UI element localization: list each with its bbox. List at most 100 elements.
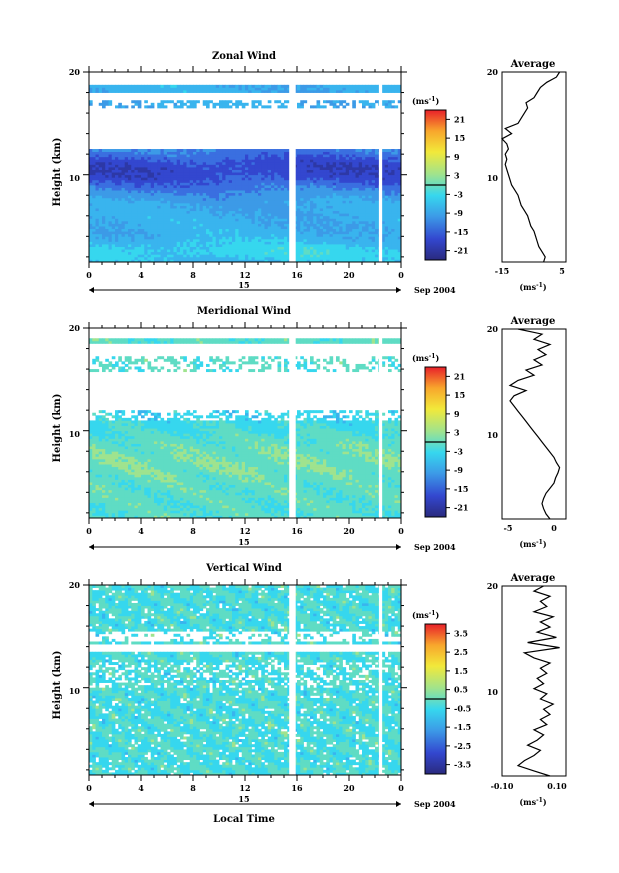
heatmap-cell [371,84,376,88]
heatmap-cell [368,254,373,258]
heatmap-cell [326,192,330,196]
heatmap-cell [323,246,327,250]
heatmap-cell [131,218,135,222]
heatmap-cell [124,251,129,255]
heatmap-cell [180,238,184,242]
heatmap-cell [141,226,145,230]
heatmap-cell [319,167,324,170]
heatmap-cell [189,238,194,242]
heatmap-cell [167,231,171,235]
heatmap-cell [137,208,142,212]
heatmap-cell [196,184,200,188]
heatmap-cell [186,215,191,219]
heatmap-cell [326,223,330,227]
heatmap-cell [170,161,174,165]
heatmap-cell [362,254,366,258]
heatmap-cell [241,241,246,245]
heatmap-cell [284,190,288,194]
heatmap-cell [128,251,132,255]
heatmap-cell [92,361,96,365]
heatmap-cell [300,89,304,93]
heatmap-cell [248,172,252,176]
heatmap-cell [173,202,178,206]
heatmap-cell [345,254,350,258]
heatmap-cell [154,184,158,188]
heatmap-cell [332,187,337,191]
heatmap-cell [196,192,200,196]
heatmap-cell [118,190,122,194]
heatmap-cell [323,231,327,235]
heatmap-cell [118,89,122,93]
heatmap-cell [397,167,402,170]
heatmap-cell [206,195,210,199]
heatmap-cell [173,190,178,194]
heatmap-cell [339,154,343,158]
heatmap-cell [209,151,213,155]
heatmap-cell [131,161,135,165]
heatmap-cell [209,184,213,188]
heatmap-cell [134,251,139,255]
heatmap-cell [310,218,314,222]
heatmap-cell [248,231,252,235]
heatmap-cell [102,164,106,168]
heatmap-cell [336,228,340,232]
heatmap-cell [245,218,249,222]
heatmap-cell [212,156,217,160]
heatmap-cell [365,102,369,106]
heatmap-cell [375,87,379,91]
heatmap-cell [232,149,236,152]
heatmap-cell [235,197,239,201]
heatmap-cell [228,226,233,230]
heatmap-cell [118,167,122,170]
heatmap-cell [381,220,386,224]
heatmap-cell [154,190,158,194]
heatmap-cell [300,159,304,163]
heatmap-cell [209,167,213,170]
heatmap-cell [310,190,314,194]
heatmap-cell [108,259,113,263]
heatmap-cell [329,246,334,250]
heatmap-cell [89,228,93,232]
heatmap-cell [313,195,317,199]
heatmap-cell [163,223,168,227]
heatmap-cell [89,84,93,88]
heatmap-cell [261,89,265,93]
heatmap-cell [98,438,103,442]
heatmap-cell [316,254,321,258]
heatmap-cell [368,192,373,196]
heatmap-cell [241,202,246,206]
heatmap-cell [202,195,207,199]
heatmap-cell [141,177,145,181]
heatmap-cell [277,89,282,93]
heatmap-cell [345,238,350,242]
heatmap-cell [319,177,324,181]
heatmap-cell [271,259,275,263]
heatmap-cell [95,425,100,429]
heatmap-cell [95,159,100,163]
heatmap-cell [150,208,155,212]
heatmap-cell [154,187,158,191]
heatmap-cell [297,179,301,183]
heatmap-cell [150,149,155,152]
heatmap-cell [118,177,122,181]
heatmap-cell [368,244,373,247]
heatmap-cell [209,89,213,93]
heatmap-cell [274,244,278,247]
heatmap-cell [264,190,269,194]
heatmap-cell [160,87,165,91]
heatmap-cell [170,226,174,230]
heatmap-cell [89,87,93,91]
heatmap-cell [277,159,282,163]
heatmap-cell [368,174,373,178]
heatmap-cell [245,197,249,201]
heatmap-cell [368,223,373,227]
heatmap-cell [371,251,376,255]
heatmap-cell [342,151,347,155]
heatmap-cell [228,208,233,212]
heatmap-cell [245,244,249,247]
heatmap-cell [176,182,181,186]
heatmap-cell [147,254,152,258]
heatmap-cell [375,205,379,209]
heatmap-cell [167,89,171,93]
heatmap-cell [167,220,171,224]
